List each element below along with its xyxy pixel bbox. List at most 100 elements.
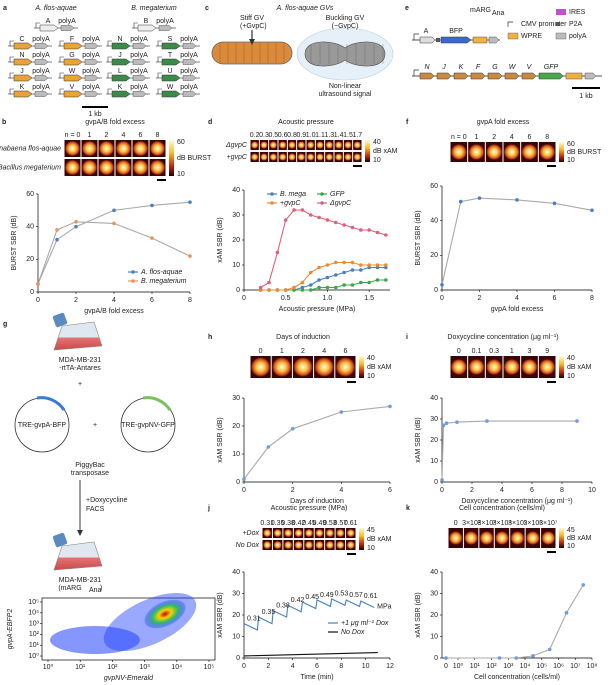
- terminator-label: polyA: [180, 52, 198, 59]
- image-spot: [521, 144, 538, 160]
- colorbar-min: 10: [367, 545, 375, 552]
- colorbar-label: dB xAM: [367, 536, 392, 543]
- data-point: [283, 218, 288, 222]
- strip-label: 0.35: [271, 520, 285, 527]
- gene-label: BFP: [449, 28, 463, 35]
- legend-label: +1 μg ml⁻¹ Dox: [341, 620, 389, 627]
- data-point: [333, 285, 338, 290]
- image-spot: [294, 529, 303, 537]
- strip-label: 2: [492, 134, 496, 141]
- shape: [419, 36, 436, 44]
- terminator-label: polyA: [58, 18, 76, 25]
- shape: [419, 72, 435, 80]
- y-axis-label: BURST SBR (dB): [11, 215, 18, 270]
- image-spot: [344, 153, 352, 161]
- colorbar: [359, 356, 364, 378]
- image-spot: [510, 531, 525, 545]
- data-point: [342, 223, 346, 227]
- strip-label: 0.61: [344, 520, 358, 527]
- data-point: [384, 278, 388, 282]
- image-spot: [325, 541, 334, 549]
- shape: [161, 58, 181, 66]
- colorbar: [359, 528, 364, 550]
- panel-label: b: [2, 119, 6, 126]
- gene-label: B: [144, 18, 149, 25]
- annotation: 0.38: [276, 603, 290, 610]
- shape: [157, 40, 162, 46]
- shape: [111, 74, 131, 82]
- shape: [107, 56, 112, 62]
- shape: [132, 91, 147, 97]
- y-tick-label: 10: [232, 262, 240, 269]
- legend-label: P2A: [569, 21, 583, 28]
- data-point: [359, 280, 363, 285]
- image-spot: [279, 141, 287, 149]
- image-spot: [297, 153, 306, 161]
- shape: [487, 72, 503, 80]
- legend-label: GFP: [330, 191, 345, 198]
- gene-label: L: [118, 68, 122, 75]
- data-point: [342, 270, 346, 275]
- image-spot: [284, 529, 293, 537]
- shape: [52, 312, 68, 328]
- image-spot: [297, 141, 306, 149]
- x-tick-label: 8: [560, 487, 564, 494]
- x-tick-label: 1.5: [364, 295, 374, 302]
- gene-label: U: [167, 68, 172, 75]
- image-spot: [325, 141, 334, 149]
- strip-label: 3×10⁷: [539, 520, 558, 527]
- x-tick-label: 10³: [503, 663, 514, 670]
- y-tick-label: 10⁰: [28, 652, 39, 660]
- x-tick-label: 6: [388, 487, 392, 494]
- strip-label: 0.45: [302, 520, 316, 527]
- strip-label: 1.7: [352, 132, 362, 139]
- image-spot: [279, 153, 287, 161]
- data-point: [308, 270, 313, 275]
- scale-label: 1 kb: [88, 111, 101, 118]
- shape: [132, 43, 147, 49]
- data-point: [359, 268, 363, 272]
- image-spot: [272, 357, 292, 377]
- data-point: [440, 478, 444, 482]
- x-tick-label: 4: [112, 297, 116, 304]
- image-spot: [260, 141, 268, 149]
- cell-line: MDA-MB-231: [59, 577, 102, 584]
- note: Stiff GV: [240, 15, 264, 22]
- shape: [53, 321, 103, 351]
- shape: [521, 72, 537, 80]
- y-tick-label: 20: [26, 256, 34, 263]
- data-point: [564, 611, 569, 615]
- y-tick-label: 20: [430, 252, 438, 259]
- image-spot: [284, 541, 293, 549]
- x-tick-label: 0: [242, 663, 246, 670]
- gene-label: T: [168, 52, 173, 59]
- note: Non-linear: [329, 83, 362, 90]
- series-line: [441, 197, 593, 285]
- data-point: [275, 288, 280, 292]
- image-spot: [263, 529, 272, 537]
- shape: [34, 43, 49, 49]
- strip-label: 0.3: [259, 132, 269, 139]
- x-tick-label: 8: [188, 297, 192, 304]
- shape: [59, 88, 64, 94]
- strip-label: 4: [510, 134, 514, 141]
- strip-row-label: +Dox: [242, 530, 259, 537]
- strip-label: 8: [156, 132, 160, 139]
- x-tick-label: 10⁵: [536, 663, 547, 670]
- note: ultrasound signal: [319, 91, 372, 98]
- x-tick-label: 10²: [107, 664, 118, 671]
- shape: [84, 91, 99, 97]
- strip-label: 0.42: [292, 520, 306, 527]
- x-tick-label: 2: [470, 487, 474, 494]
- scale-label: 1 kb: [579, 93, 592, 100]
- colorbar-label: dB BURST: [567, 149, 602, 156]
- data-point: [444, 421, 449, 426]
- scale-bar: [547, 381, 556, 383]
- data-point: [325, 263, 330, 267]
- image-spot: [288, 153, 296, 161]
- gene-label: F: [476, 64, 481, 71]
- y-tick-label: 20: [430, 437, 438, 444]
- data-point: [440, 283, 444, 287]
- y-tick-label: 0: [236, 655, 240, 662]
- gene-label: V: [70, 84, 75, 91]
